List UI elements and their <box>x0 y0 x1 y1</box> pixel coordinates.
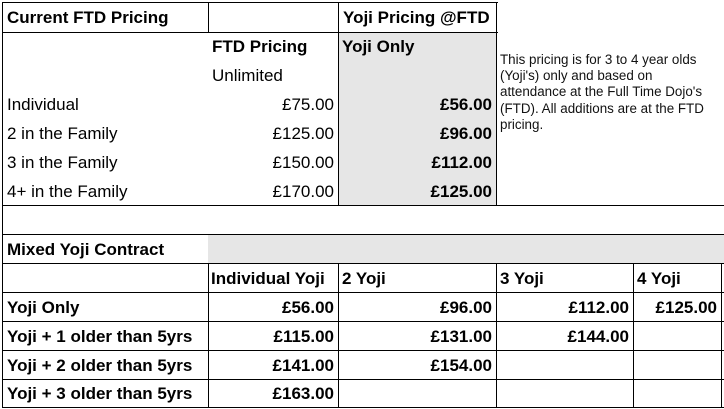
grid-line <box>2 292 724 293</box>
grid-line <box>338 263 339 407</box>
mixed-cell: £112.00 <box>568 297 629 317</box>
ftd-row-label: 2 in the Family <box>7 124 118 143</box>
grid-line <box>2 2 3 407</box>
yoji-col-header: Yoji Only <box>342 37 415 56</box>
yoji-shaded-area <box>338 32 496 205</box>
mixed-title: Mixed Yoji Contract <box>7 239 165 259</box>
ftd-row-price: £125.00 <box>272 124 334 143</box>
yoji-row-price: £56.00 <box>440 95 492 114</box>
mixed-cell: £56.00 <box>282 297 334 317</box>
mixed-cell <box>338 380 496 407</box>
mixed-cell: £154.00 <box>430 355 492 375</box>
mixed-cell: £131.00 <box>430 326 492 346</box>
grid-line <box>633 263 634 407</box>
mixed-col-header: Individual Yoji <box>211 268 325 288</box>
ftd-row-price: £75.00 <box>282 95 334 114</box>
mixed-cell <box>633 322 721 350</box>
grid-line <box>2 379 724 380</box>
grid-line <box>2 350 724 351</box>
grid-line <box>2 407 724 408</box>
mixed-cell: £163.00 <box>272 384 334 403</box>
mixed-row-label: Yoji Only <box>7 297 80 317</box>
mixed-cell: £141.00 <box>272 355 334 375</box>
mixed-cell: £125.00 <box>655 297 717 317</box>
ftd-header: Current FTD Pricing <box>7 8 169 27</box>
grid-line <box>496 263 497 407</box>
grid-line <box>496 2 497 205</box>
grid-line <box>721 263 722 407</box>
grid-line <box>208 263 209 407</box>
mixed-col-header: 4 Yoji <box>637 268 681 288</box>
mixed-cell <box>633 380 721 407</box>
mixed-header-shade <box>208 234 724 263</box>
grid-line <box>2 2 498 3</box>
yoji-header: Yoji Pricing @FTD <box>343 8 490 27</box>
grid-line <box>2 234 724 235</box>
yoji-row-price: £96.00 <box>440 124 492 143</box>
ftd-row-label: 4+ in the Family <box>7 181 128 201</box>
mixed-row-label: Yoji + 1 older than 5yrs <box>7 326 193 346</box>
grid-line <box>2 205 724 206</box>
mixed-cell <box>496 351 633 379</box>
grid-line <box>208 2 209 32</box>
grid-line <box>2 32 498 33</box>
yoji-row-price: £125.00 <box>430 181 492 201</box>
mixed-cell: £144.00 <box>567 326 629 346</box>
mixed-cell <box>633 351 721 379</box>
mixed-row-label: Yoji + 2 older than 5yrs <box>7 355 193 375</box>
mixed-row-label: Yoji + 3 older than 5yrs <box>7 384 193 403</box>
yoji-row-price: £112.00 <box>431 153 492 172</box>
grid-line <box>2 321 724 322</box>
mixed-cell: £96.00 <box>440 297 492 317</box>
mixed-col-header: 3 Yoji <box>500 268 544 288</box>
ftd-row-price: £150.00 <box>272 153 334 172</box>
ftd-row-price: £170.00 <box>272 181 334 201</box>
grid-line <box>2 263 724 264</box>
ftd-col-sub: Unlimited <box>212 66 283 85</box>
mixed-col-header: 2 Yoji <box>342 268 386 288</box>
grid-line <box>338 2 339 205</box>
ftd-row-label: Individual <box>7 95 79 114</box>
ftd-row-label: 3 in the Family <box>7 153 118 172</box>
ftd-col-header: FTD Pricing <box>212 37 308 56</box>
pricing-note: This pricing is for 3 to 4 year olds (Yo… <box>500 52 704 132</box>
mixed-cell <box>496 380 633 407</box>
mixed-cell: £115.00 <box>273 326 334 346</box>
